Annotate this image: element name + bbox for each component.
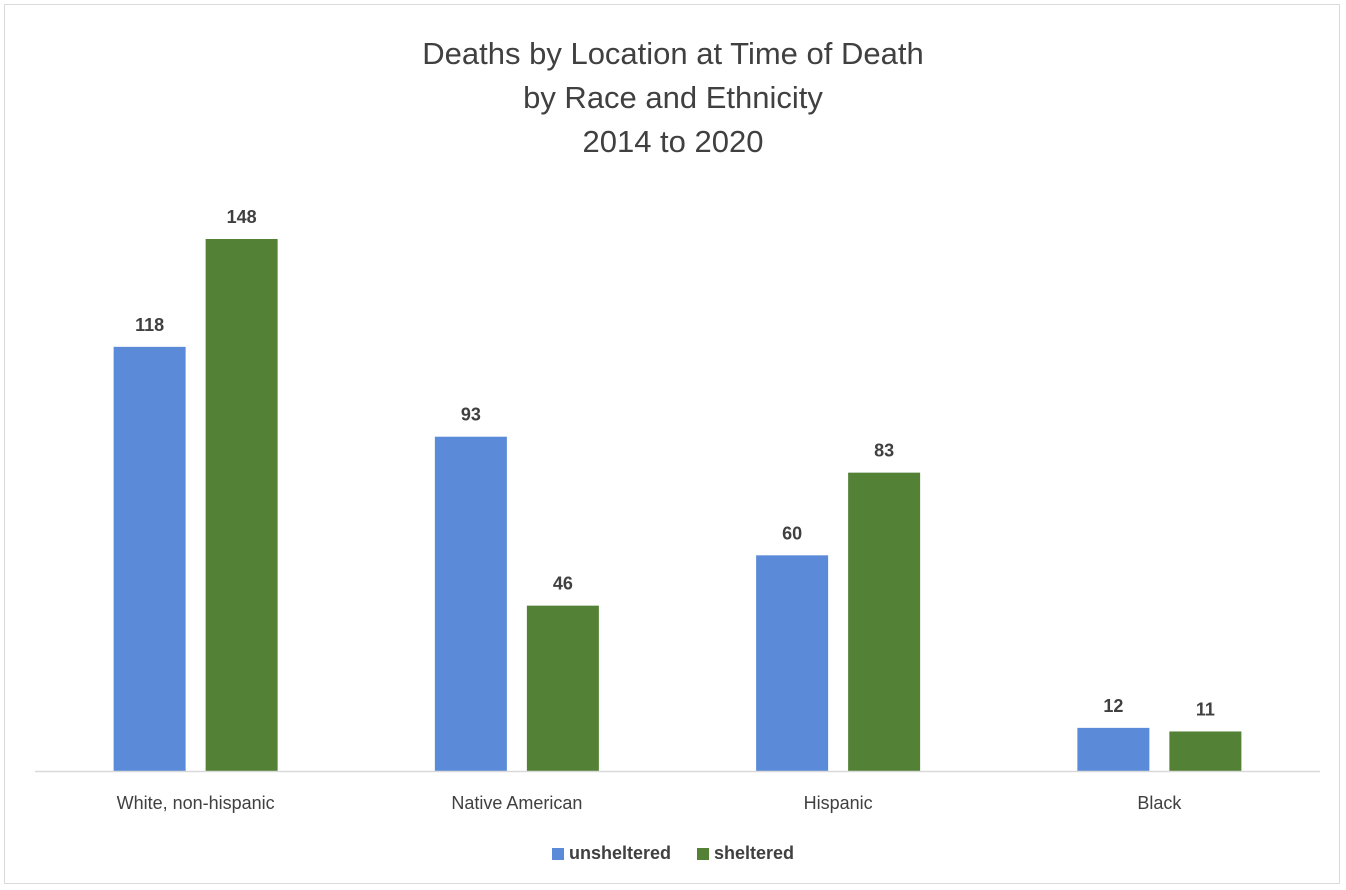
data-label-unsheltered-black: 12 bbox=[1103, 696, 1123, 716]
bar-unsheltered-white-non-hispanic bbox=[113, 346, 186, 771]
data-label-sheltered-native-american: 46 bbox=[553, 574, 573, 594]
chart-title: Deaths by Location at Time of Death by R… bbox=[0, 32, 1346, 164]
x-tick-label-native-american: Native American bbox=[451, 793, 582, 813]
chart-legend: unsheltered sheltered bbox=[0, 843, 1346, 864]
legend-swatch-unsheltered bbox=[551, 847, 564, 860]
chart-title-line-1: Deaths by Location at Time of Death bbox=[422, 36, 924, 71]
x-tick-label-black: Black bbox=[1137, 793, 1182, 813]
bar-unsheltered-black bbox=[1077, 727, 1150, 771]
chart-title-line-2: by Race and Ethnicity bbox=[523, 80, 823, 115]
bar-unsheltered-native-american bbox=[434, 436, 507, 771]
legend-label-sheltered: sheltered bbox=[713, 843, 795, 863]
data-label-sheltered-hispanic: 83 bbox=[874, 441, 894, 461]
data-label-sheltered-black: 11 bbox=[1196, 699, 1215, 719]
data-label-unsheltered-native-american: 93 bbox=[461, 405, 481, 425]
data-label-unsheltered-hispanic: 60 bbox=[782, 523, 802, 543]
x-tick-label-white-non-hispanic: White, non-hispanic bbox=[117, 793, 275, 813]
bar-sheltered-black bbox=[1169, 731, 1242, 771]
legend-item-sheltered: sheltered bbox=[696, 843, 795, 864]
legend-swatch-sheltered bbox=[696, 847, 709, 860]
bar-sheltered-native-american bbox=[526, 605, 599, 771]
legend-label-unsheltered: unsheltered bbox=[568, 843, 671, 863]
bar-sheltered-white-non-hispanic bbox=[205, 239, 278, 771]
x-tick-label-hispanic: Hispanic bbox=[804, 793, 873, 813]
legend-item-unsheltered: unsheltered bbox=[551, 843, 671, 864]
bar-unsheltered-hispanic bbox=[756, 555, 829, 771]
data-label-sheltered-white-non-hispanic: 148 bbox=[227, 207, 257, 227]
chart-title-line-3: 2014 to 2020 bbox=[582, 124, 764, 159]
data-label-unsheltered-white-non-hispanic: 118 bbox=[135, 315, 164, 335]
bar-sheltered-hispanic bbox=[848, 472, 921, 771]
